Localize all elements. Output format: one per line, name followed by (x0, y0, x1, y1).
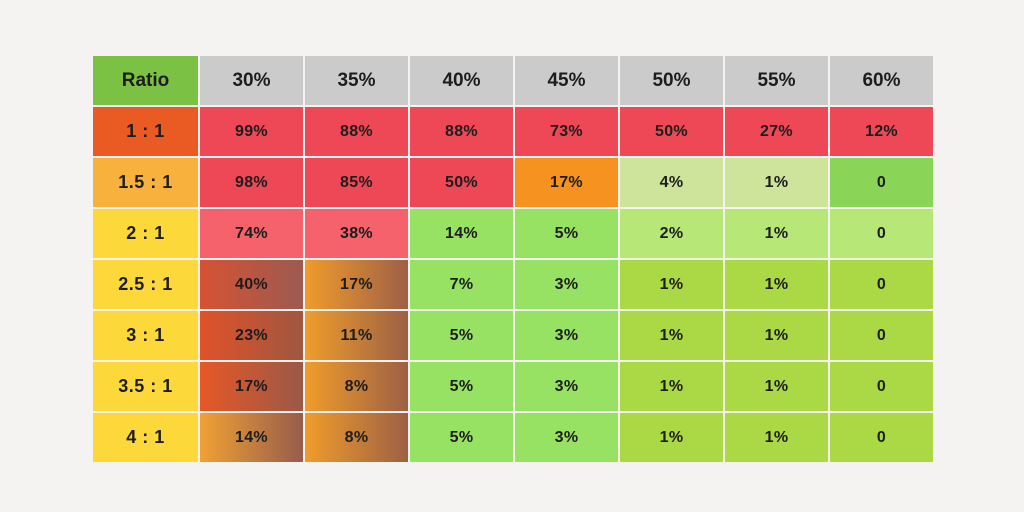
heatmap-cell: 3% (515, 260, 618, 309)
heatmap-cell: 11% (305, 311, 408, 360)
heatmap-cell: 0 (830, 209, 933, 258)
column-header-cell: 50% (620, 56, 723, 105)
ratio-heatmap-table: Ratio 30% 35% 40% 45% 50% 55% 60% 1 : 1 99% 88% 8… (91, 54, 935, 464)
row-label-cell: 3.5 : 1 (93, 362, 198, 411)
heatmap-cell: 1% (620, 260, 723, 309)
row-label-cell: 2 : 1 (93, 209, 198, 258)
table-row: 1 : 1 99% 88% 88% 73% 50% 27% 12% (93, 107, 933, 156)
heatmap-cell: 14% (410, 209, 513, 258)
heatmap-cell: 27% (725, 107, 828, 156)
table-row: 1.5 : 1 98% 85% 50% 17% 4% 1% 0 (93, 158, 933, 207)
table-header: Ratio 30% 35% 40% 45% 50% 55% 60% (93, 56, 933, 105)
table-row: 3.5 : 1 17% 8% 5% 3% 1% 1% 0 (93, 362, 933, 411)
heatmap-cell: 5% (515, 209, 618, 258)
heatmap-cell: 2% (620, 209, 723, 258)
row-label-cell: 4 : 1 (93, 413, 198, 462)
heatmap-cell: 1% (620, 362, 723, 411)
heatmap-cell: 1% (620, 413, 723, 462)
heatmap-cell: 7% (410, 260, 513, 309)
heatmap-cell: 0 (830, 362, 933, 411)
column-header-cell: 40% (410, 56, 513, 105)
heatmap-cell: 3% (515, 362, 618, 411)
heatmap-cell: 85% (305, 158, 408, 207)
heatmap-cell: 17% (305, 260, 408, 309)
row-label-cell: 3 : 1 (93, 311, 198, 360)
heatmap-cell: 40% (200, 260, 303, 309)
column-header-cell: 55% (725, 56, 828, 105)
heatmap-cell: 8% (305, 362, 408, 411)
heatmap-cell: 14% (200, 413, 303, 462)
heatmap-cell: 3% (515, 311, 618, 360)
header-row: Ratio 30% 35% 40% 45% 50% 55% 60% (93, 56, 933, 105)
heatmap-cell: 73% (515, 107, 618, 156)
heatmap-cell: 98% (200, 158, 303, 207)
heatmap-cell: 3% (515, 413, 618, 462)
heatmap-cell: 4% (620, 158, 723, 207)
heatmap-cell: 8% (305, 413, 408, 462)
heatmap-cell: 1% (725, 260, 828, 309)
heatmap-cell: 74% (200, 209, 303, 258)
heatmap-cell: 12% (830, 107, 933, 156)
heatmap-cell: 1% (725, 158, 828, 207)
heatmap-cell: 17% (200, 362, 303, 411)
table-row: 3 : 1 23% 11% 5% 3% 1% 1% 0 (93, 311, 933, 360)
heatmap-cell: 0 (830, 260, 933, 309)
heatmap-cell: 50% (410, 158, 513, 207)
ratio-header-cell: Ratio (93, 56, 198, 105)
heatmap-cell: 5% (410, 413, 513, 462)
row-label-cell: 1 : 1 (93, 107, 198, 156)
heatmap-cell: 50% (620, 107, 723, 156)
heatmap-cell: 1% (620, 311, 723, 360)
heatmap-cell: 1% (725, 209, 828, 258)
column-header-cell: 60% (830, 56, 933, 105)
heatmap-cell: 1% (725, 311, 828, 360)
heatmap-cell: 0 (830, 158, 933, 207)
column-header-cell: 30% (200, 56, 303, 105)
heatmap-cell: 88% (305, 107, 408, 156)
row-label-cell: 2.5 : 1 (93, 260, 198, 309)
table-body: 1 : 1 99% 88% 88% 73% 50% 27% 12% 1.5 : 1 98% 85% 5… (93, 107, 933, 462)
table-row: 2.5 : 1 40% 17% 7% 3% 1% 1% 0 (93, 260, 933, 309)
heatmap-cell: 38% (305, 209, 408, 258)
table-row: 2 : 1 74% 38% 14% 5% 2% 1% 0 (93, 209, 933, 258)
row-label-cell: 1.5 : 1 (93, 158, 198, 207)
heatmap-cell: 5% (410, 362, 513, 411)
table-row: 4 : 1 14% 8% 5% 3% 1% 1% 0 (93, 413, 933, 462)
column-header-cell: 45% (515, 56, 618, 105)
heatmap-cell: 1% (725, 362, 828, 411)
heatmap-cell: 1% (725, 413, 828, 462)
heatmap-cell: 0 (830, 311, 933, 360)
heatmap-cell: 17% (515, 158, 618, 207)
column-header-cell: 35% (305, 56, 408, 105)
heatmap-cell: 23% (200, 311, 303, 360)
heatmap-cell: 99% (200, 107, 303, 156)
heatmap-cell: 88% (410, 107, 513, 156)
heatmap-cell: 5% (410, 311, 513, 360)
heatmap-cell: 0 (830, 413, 933, 462)
